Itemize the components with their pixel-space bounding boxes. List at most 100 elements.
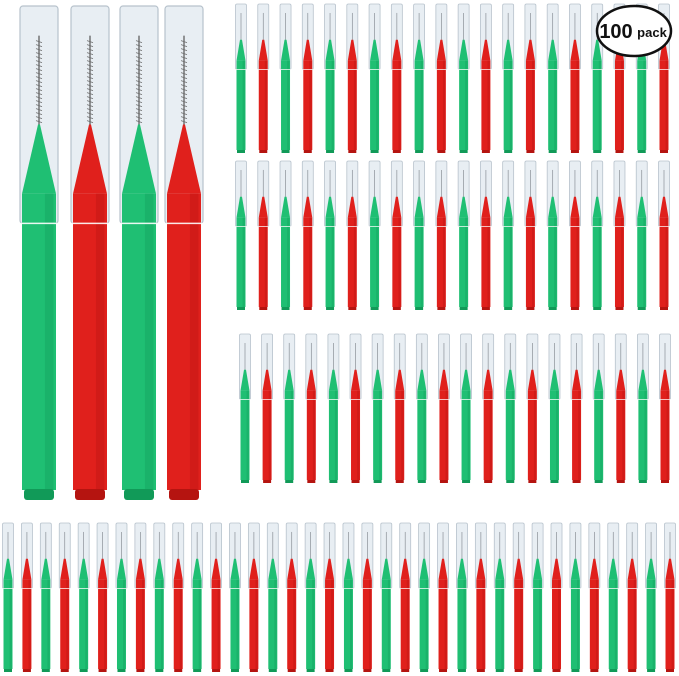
brush-neck <box>236 196 246 218</box>
brush-neck <box>370 39 380 61</box>
brush-handle <box>525 217 535 307</box>
brush-neck <box>268 558 278 580</box>
brush-neck <box>414 39 424 61</box>
brush-handle <box>22 579 32 669</box>
brush-handle <box>122 193 156 490</box>
handle-foot <box>351 480 360 483</box>
red-brush <box>346 160 359 310</box>
brush-neck <box>570 196 580 218</box>
brush-handle <box>594 390 604 480</box>
red-brush <box>58 522 71 672</box>
handle-foot <box>75 489 105 500</box>
handle-foot <box>495 669 504 672</box>
brush-handle <box>395 390 405 480</box>
brush-neck <box>417 369 427 391</box>
brush-neck <box>436 196 446 218</box>
brush-handle <box>638 390 648 480</box>
brush-handle <box>211 579 221 669</box>
handle-foot <box>287 669 296 672</box>
brush-handle <box>459 217 469 307</box>
brush-neck <box>98 558 108 580</box>
brush-neck <box>525 39 535 61</box>
brush-neck <box>476 558 486 580</box>
red-brush <box>172 522 185 672</box>
red-brush <box>390 3 403 153</box>
green-brush <box>153 522 166 672</box>
brush-handle <box>325 217 335 307</box>
brush-neck <box>659 39 669 61</box>
brush-neck <box>638 369 648 391</box>
red-brush <box>664 522 676 672</box>
green-brush <box>415 333 428 483</box>
red-brush <box>361 522 374 672</box>
red-brush <box>393 333 406 483</box>
brush-handle <box>414 60 424 151</box>
red-brush <box>346 3 359 153</box>
brush-neck <box>79 558 89 580</box>
brush-neck <box>461 369 471 391</box>
green-brush <box>460 333 472 483</box>
green-brush <box>77 522 90 672</box>
brush-handle <box>230 579 240 669</box>
brush-handle <box>608 579 618 669</box>
handle-foot <box>307 480 316 483</box>
handle-foot <box>281 150 290 153</box>
brush-handle <box>79 579 89 669</box>
green-brush <box>279 3 292 153</box>
brush-handle <box>284 390 294 480</box>
red-brush <box>323 522 336 672</box>
brush-handle <box>527 390 537 480</box>
brush-handle <box>660 390 670 480</box>
brush-handle <box>281 217 291 307</box>
brush-neck <box>608 558 618 580</box>
brush-neck <box>41 558 51 580</box>
brush-neck <box>570 558 580 580</box>
handle-foot <box>437 307 446 310</box>
green-brush <box>418 522 431 672</box>
brush-handle <box>614 60 624 151</box>
handle-foot <box>373 480 382 483</box>
red-brush <box>257 3 270 153</box>
brush-neck <box>572 369 582 391</box>
handle-foot <box>237 307 245 310</box>
handle-foot <box>481 150 490 153</box>
handle-foot <box>533 669 542 672</box>
brush-neck <box>637 196 647 218</box>
green-brush <box>279 160 292 310</box>
brush-neck <box>481 39 491 61</box>
green-brush <box>39 522 52 672</box>
brush-handle <box>343 579 353 669</box>
green-brush <box>235 3 247 153</box>
red-brush <box>247 522 260 672</box>
brush-handle <box>347 217 357 307</box>
brush-handle <box>381 579 391 669</box>
brush-handle <box>514 579 524 669</box>
brush-neck <box>173 558 183 580</box>
brush-handle <box>60 579 70 669</box>
green-brush <box>457 3 470 153</box>
green-brush <box>235 160 247 310</box>
red-brush <box>659 333 671 483</box>
brush-neck <box>525 196 535 218</box>
brush-handle <box>303 60 313 151</box>
brush-neck <box>351 369 361 391</box>
handle-foot <box>382 669 391 672</box>
brush-neck <box>660 369 670 391</box>
handle-foot <box>241 480 249 483</box>
brush-neck <box>258 196 268 218</box>
green-brush <box>115 522 128 672</box>
green-brush <box>645 522 657 672</box>
brush-handle <box>347 60 357 151</box>
green-brush <box>457 160 470 310</box>
green-brush <box>546 160 559 310</box>
red-brush <box>613 160 626 310</box>
handle-foot <box>136 669 145 672</box>
red-brush <box>614 333 627 483</box>
handle-foot <box>647 669 656 672</box>
brush-handle <box>167 193 201 490</box>
red-brush <box>437 522 449 672</box>
handle-foot <box>638 480 647 483</box>
brush-handle <box>236 217 246 307</box>
brush-handle <box>240 390 250 480</box>
red-brush <box>512 522 525 672</box>
